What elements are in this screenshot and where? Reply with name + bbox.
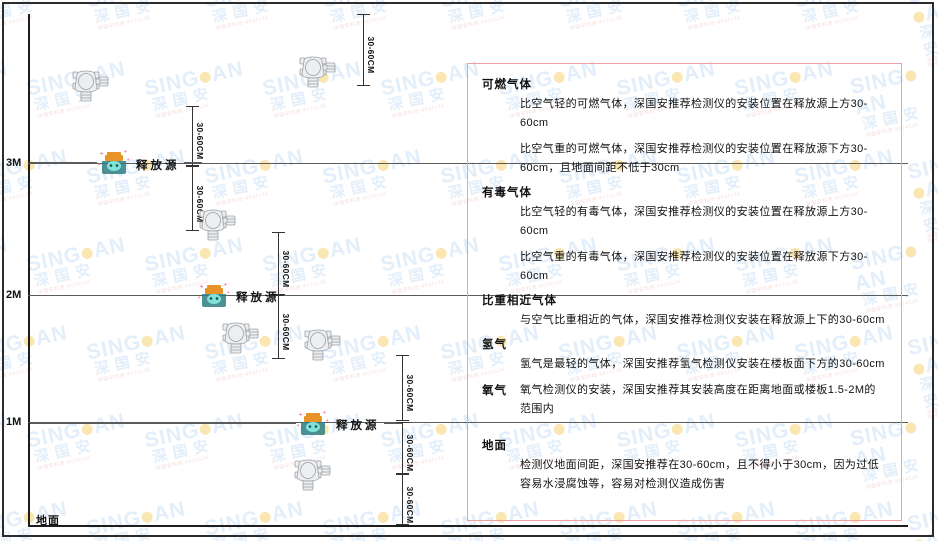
dimension-line: 30-60CM: [357, 14, 376, 86]
dimension-cap-top: [272, 232, 285, 233]
dimension-line: 30-60CM: [272, 295, 291, 359]
panel-section-paragraph: 比空气重的有毒气体，深国安推荐检测仪的安装位置在释放源下方30-60cm: [520, 250, 868, 282]
dimension-stem: [402, 474, 403, 525]
gas-detector-icon: [195, 205, 241, 245]
dimension-cap-bottom: [357, 85, 370, 86]
panel-section-paragraph: 比空气重的可燃气体，深国安推荐检测仪的安装位置在释放源下方30-60cm，且地面…: [520, 142, 868, 174]
panel-section-heading: 比重相近气体: [482, 295, 557, 307]
dimension-stem: [278, 295, 279, 359]
gas-detector-icon: [290, 455, 336, 495]
panel-section-paragraph: 与空气比重相近的气体，深国安推荐检测仪安装在释放源上下的30-60cm: [520, 314, 885, 326]
panel-section-heading: 有毒气体: [482, 187, 532, 199]
dimension-label: 30-60CM: [281, 249, 291, 288]
info-panel-content: 可燃气体比空气轻的可燃气体，深国安推荐检测仪的安装位置在释放源上方30-60cm…: [468, 64, 901, 507]
panel-footer-paragraph: 检测仪地面间距，深国安推荐在30-60cm，且不得小于30cm，因为过低容易水浸…: [520, 459, 880, 491]
panel-inline-row: 氧气 氧气检测仪的安装，深国安推荐其安装高度在距离地面或楼板1.5-2M的范围内: [482, 381, 887, 420]
height-gridline-3m: [28, 163, 908, 164]
axis-tick-label: 2M: [6, 289, 22, 301]
dimension-cap-top: [396, 474, 409, 475]
dimension-stem: [402, 355, 403, 421]
axis-tick-label: 1M: [6, 416, 22, 428]
dimension-cap-top: [357, 14, 370, 15]
release-source-label: 释放源: [336, 420, 380, 432]
dimension-line: 30-60CM: [396, 474, 415, 525]
dimension-stem: [278, 232, 279, 295]
leader-line-right: [184, 162, 202, 163]
release-source-label: 释放源: [136, 160, 180, 172]
vertical-axis: [28, 14, 30, 526]
panel-spacer: [482, 425, 887, 435]
panel-section-heading: 氢气: [482, 339, 507, 352]
dimension-label: 30-60CM: [405, 374, 415, 412]
dimension-cap-bottom: [272, 358, 285, 359]
dimension-line: 30-60CM: [396, 355, 415, 421]
gas-detector-icon: [300, 325, 346, 365]
release-source-label: 释放源: [236, 292, 280, 304]
dimension-cap-top: [272, 295, 285, 296]
ground-baseline: [28, 525, 908, 527]
height-gridline-1m: [28, 422, 908, 423]
dimension-cap-bottom: [272, 294, 285, 295]
dimension-label: 30-60CM: [281, 313, 291, 351]
panel-inline-heading: 氧气: [482, 384, 507, 397]
dimension-cap-top: [186, 166, 199, 167]
axis-tick-label: 3M: [6, 157, 22, 169]
dimension-line: 30-60CM: [396, 422, 415, 474]
release-source-icon: [197, 280, 231, 310]
dimension-cap-top: [396, 355, 409, 356]
dimension-cap-bottom: [396, 524, 409, 525]
dimension-stem: [192, 166, 193, 231]
panel-section-paragraph: 氢气是最轻的气体，深国安推荐氢气检测仪安装在楼板面下方的30-60cm: [520, 358, 885, 371]
leader-line-right: [284, 295, 302, 296]
panel-section-paragraph: 比空气轻的可燃气体，深国安推荐检测仪的安装位置在释放源上方30-60cm: [520, 98, 868, 130]
leader-line-right: [384, 423, 402, 424]
panel-section-heading: 可燃气体: [482, 79, 532, 91]
dimension-cap-top: [186, 106, 199, 107]
release-source-icon: [296, 408, 330, 438]
dimension-label: 30-60CM: [405, 434, 415, 472]
dimension-line: 30-60CM: [272, 232, 291, 295]
panel-footer-heading: 地面: [482, 440, 507, 452]
leader-line: [30, 295, 197, 296]
dimension-stem: [192, 106, 193, 166]
dimension-cap-bottom: [396, 420, 409, 421]
panel-section-paragraph: 比空气轻的有毒气体，深国安推荐检测仪的安装位置在释放源上方30-60cm: [520, 206, 868, 238]
panel-inline-body: 氧气检测仪的安装，深国安推荐其安装高度在距离地面或楼板1.5-2M的范围内: [520, 383, 876, 415]
dimension-label: 30-60CM: [195, 122, 205, 160]
dimension-cap-bottom: [396, 473, 409, 474]
dimension-cap-bottom: [186, 165, 199, 166]
dimension-cap-top: [396, 422, 409, 423]
leader-line: [30, 423, 296, 424]
dimension-line: 30-60CM: [186, 166, 205, 231]
dimension-stem: [402, 422, 403, 474]
dimension-cap-bottom: [186, 230, 199, 231]
gas-detector-icon: [218, 318, 264, 358]
gas-detector-icon: [295, 52, 341, 92]
dimension-line: 30-60CM: [186, 106, 205, 166]
dimension-stem: [363, 14, 364, 86]
ground-label: 地面: [36, 515, 60, 527]
dimension-label: 30-60CM: [405, 485, 415, 524]
leader-line: [30, 162, 97, 163]
height-gridline-2m: [28, 295, 908, 296]
info-panel: 可燃气体比空气轻的可燃气体，深国安推荐检测仪的安装位置在释放源上方30-60cm…: [467, 63, 902, 521]
dimension-label: 30-60CM: [366, 36, 376, 74]
release-source-icon: [97, 147, 131, 177]
gas-detector-icon: [68, 66, 114, 106]
